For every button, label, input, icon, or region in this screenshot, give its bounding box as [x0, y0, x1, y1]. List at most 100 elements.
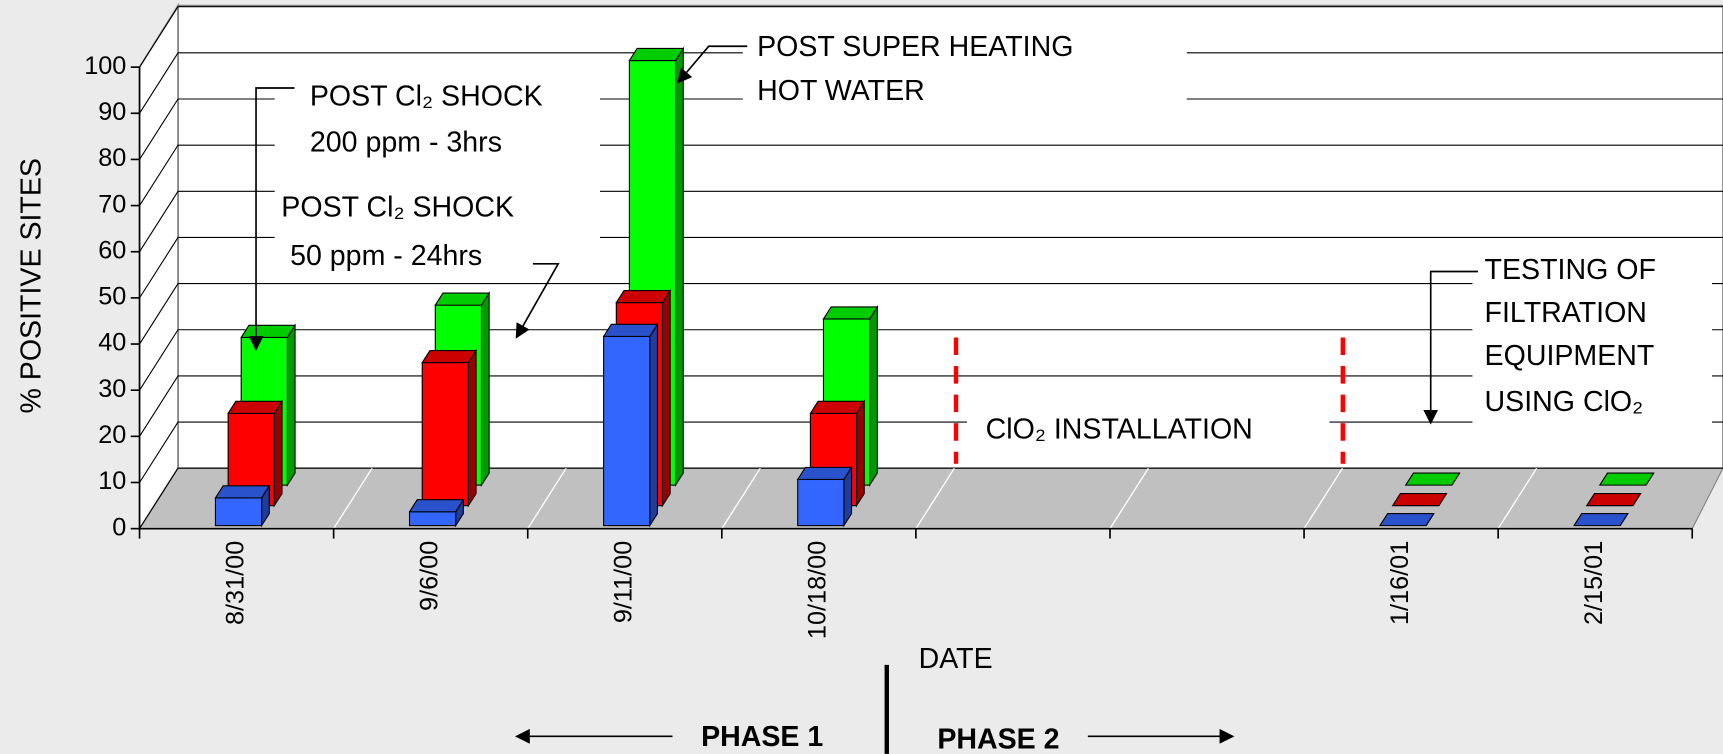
arrow: [677, 45, 748, 84]
phase-label: PHASE 1: [701, 721, 823, 753]
bar: [1585, 493, 1642, 507]
grid-line: [139, 283, 1723, 345]
floor-lines: [333, 467, 1538, 529]
bar-top: [822, 306, 879, 320]
grid-line: [139, 144, 1723, 206]
bar: [602, 322, 659, 528]
bar-side: [480, 291, 490, 488]
bar-side: [286, 323, 296, 488]
bar-top: [796, 466, 853, 481]
annotation: POST Cl₂ SHOCK: [281, 191, 514, 223]
grid-line: [139, 98, 1723, 160]
phase-label: PHASE 2: [937, 723, 1059, 754]
bar: [214, 483, 271, 528]
annotation: USING ClO₂: [1485, 386, 1644, 418]
y-tick-label: 60: [98, 236, 126, 264]
x-tick-label: 10/18/00: [804, 541, 832, 639]
bar-top: [1598, 472, 1655, 486]
floor-line: [333, 467, 373, 529]
bar: [1404, 472, 1461, 486]
y-tick-label: 90: [98, 98, 126, 126]
annotation-backgrounds: [274, 24, 1713, 453]
grid-line: [139, 329, 1723, 391]
bar: [1391, 493, 1448, 507]
y-tick-label: 30: [98, 375, 126, 403]
bar: [1378, 512, 1435, 527]
grid-line: [139, 52, 1723, 114]
annotation-box: [1472, 244, 1713, 440]
x-tick-label: 9/6/00: [415, 541, 443, 611]
annotation: ClO₂ INSTALLATION: [986, 413, 1253, 445]
bar-side: [674, 46, 684, 488]
y-tick-label: 100: [84, 52, 126, 80]
bar-front: [421, 362, 469, 507]
bar-top: [615, 289, 672, 304]
grid-line: [139, 467, 1723, 529]
annotation: POST Cl₂ SHOCK: [310, 80, 543, 112]
x-axis-label: DATE: [919, 643, 993, 675]
bar-top: [628, 47, 685, 62]
arrow: [1423, 270, 1478, 425]
bar-top: [408, 499, 465, 513]
y-tick-label: 20: [98, 421, 126, 449]
bar: [796, 465, 853, 528]
bar-top: [1391, 493, 1448, 507]
x-tick-label: 1/16/01: [1386, 541, 1414, 625]
annotation: 50 ppm - 24hrs: [290, 240, 482, 272]
bar-side: [661, 288, 671, 508]
bar: [1598, 472, 1655, 486]
bar-top: [240, 324, 297, 338]
y-tick-label: 10: [98, 467, 126, 495]
floor-line: [915, 467, 955, 529]
annotation: TESTING OF: [1485, 254, 1656, 286]
bar-top: [421, 349, 478, 364]
bar-top: [1573, 512, 1629, 527]
annotation-box: [742, 24, 1187, 119]
floor-line: [1109, 467, 1149, 529]
floor-line: [1303, 467, 1344, 529]
bar-top: [1378, 512, 1435, 527]
bar-front: [603, 335, 651, 527]
y-tick-label: 70: [98, 190, 126, 218]
bar-side: [869, 305, 878, 488]
bar-side: [855, 399, 865, 508]
y-tick-label: 80: [98, 144, 126, 172]
x-tick-label: 9/11/00: [609, 541, 637, 623]
arrow: [248, 87, 295, 352]
grid-line: [139, 6, 1723, 68]
bar-front: [797, 478, 845, 527]
bar-top: [214, 485, 271, 499]
annotation: HOT WATER: [757, 75, 925, 107]
bar-front: [214, 497, 263, 527]
bar-side: [273, 399, 283, 508]
grid-line: [139, 190, 1723, 253]
y-axis-label: % POSITIVE SITES: [16, 158, 48, 414]
floor-line: [1497, 467, 1538, 529]
floor: [138, 467, 1723, 530]
annotation-box: [966, 408, 1330, 453]
bar-side: [467, 348, 477, 508]
bars: [214, 46, 1655, 528]
bar: [1573, 512, 1629, 527]
annotation: POST SUPER HEATING: [757, 31, 1073, 63]
bar-front: [408, 511, 457, 527]
grid-line: [139, 236, 1723, 299]
annotation: EQUIPMENT: [1485, 340, 1655, 372]
annotation-box: [274, 68, 600, 278]
grid-line: [139, 375, 1723, 437]
y-tick-label: 0: [112, 513, 126, 541]
bar-top: [1404, 472, 1461, 486]
bar-side: [649, 322, 659, 528]
bar-top: [1585, 493, 1642, 507]
bar-top: [602, 323, 659, 337]
bar: [421, 348, 478, 508]
grid: [139, 6, 1723, 529]
y-tick-label: 50: [98, 283, 126, 311]
bar-top: [809, 400, 866, 414]
floor-line: [721, 467, 761, 529]
x-tick-label: 2/15/01: [1580, 541, 1608, 625]
annotation: 200 ppm - 3hrs: [310, 127, 502, 159]
bar: [408, 497, 465, 528]
